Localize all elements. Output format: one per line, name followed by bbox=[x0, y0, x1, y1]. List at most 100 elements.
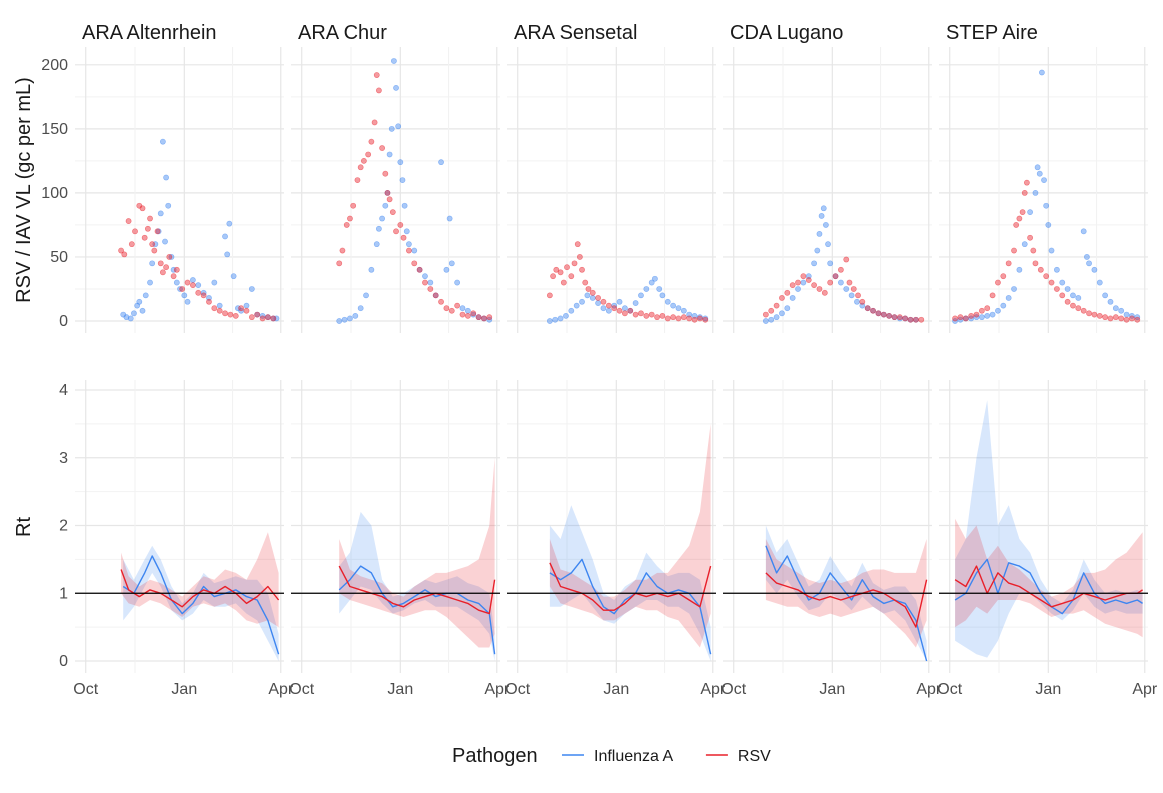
scatter-point bbox=[230, 273, 237, 280]
scatter-point bbox=[913, 316, 919, 323]
scatter-point bbox=[238, 305, 245, 312]
scatter-point bbox=[227, 311, 234, 318]
scatter-point bbox=[995, 279, 1001, 286]
scatter-point bbox=[165, 202, 172, 209]
scatter-point bbox=[1064, 298, 1071, 305]
scatter-point bbox=[675, 315, 682, 322]
scatter-point bbox=[1112, 305, 1119, 312]
scatter-point bbox=[827, 279, 834, 286]
scatter-point bbox=[405, 247, 412, 254]
scatter-point bbox=[432, 292, 439, 299]
scatter-point bbox=[403, 228, 410, 235]
scatter-point bbox=[118, 247, 124, 254]
scatter-point bbox=[611, 305, 618, 312]
scatter-point bbox=[1123, 316, 1130, 323]
x-tick-label: Apr bbox=[916, 681, 942, 698]
scatter-point bbox=[1091, 266, 1098, 273]
scatter-point bbox=[1030, 247, 1037, 254]
scatter-point bbox=[142, 292, 149, 299]
rt-ribbon-rsv bbox=[549, 423, 711, 648]
top-grid bbox=[507, 47, 716, 333]
legend: Pathogen Influenza A RSV bbox=[452, 745, 771, 767]
scatter-point bbox=[680, 314, 687, 321]
scatter-point bbox=[427, 279, 434, 286]
scatter-point bbox=[270, 315, 277, 322]
scatter-point bbox=[984, 312, 991, 319]
scatter-point bbox=[805, 277, 812, 283]
scatter-point bbox=[401, 202, 408, 209]
rt-line-rsv bbox=[338, 565, 496, 615]
scatter-point bbox=[443, 266, 450, 273]
scatter-point bbox=[177, 286, 183, 292]
scatter-point bbox=[397, 222, 404, 228]
scatter-point bbox=[1075, 295, 1082, 301]
scatter-point bbox=[582, 279, 589, 286]
x-tick-label: Apr bbox=[700, 681, 726, 698]
scatter-point bbox=[1107, 298, 1114, 305]
scatter-point bbox=[989, 292, 996, 299]
scatter-point bbox=[616, 298, 623, 305]
scatter-point bbox=[574, 241, 581, 248]
scatter-point bbox=[151, 247, 158, 254]
scatter-point bbox=[157, 210, 164, 217]
facet-title: STEP Aire bbox=[946, 22, 1038, 44]
scatter-point bbox=[973, 311, 980, 318]
scatter-point bbox=[1096, 312, 1103, 319]
scatter-point bbox=[1134, 316, 1141, 323]
scatter-point bbox=[170, 273, 177, 280]
scatter-point bbox=[827, 260, 834, 267]
scatter-point bbox=[557, 315, 564, 322]
scatter-point bbox=[454, 302, 461, 309]
rt-ribbon-influenza-a bbox=[339, 511, 495, 661]
scatter-point bbox=[400, 234, 407, 241]
scatter-point bbox=[464, 307, 471, 314]
scatter-series-influenza-a bbox=[762, 205, 919, 324]
scatter-series-influenza-a bbox=[336, 58, 493, 324]
facet-cda-lugano: CDA Lugano Oct Jan Apr bbox=[721, 22, 942, 698]
scatter-point bbox=[147, 215, 153, 222]
x-tick-label: Jan bbox=[819, 681, 845, 698]
scatter-point bbox=[454, 279, 461, 286]
scatter-point bbox=[162, 238, 168, 245]
x-tick-label: Apr bbox=[1132, 681, 1158, 698]
y-tick-label: 100 bbox=[41, 185, 68, 202]
scatter-point bbox=[627, 307, 634, 314]
scatter-point bbox=[1038, 69, 1045, 76]
scatter-point bbox=[652, 275, 658, 282]
scatter-point bbox=[265, 314, 271, 321]
rt-ribbon-rsv bbox=[955, 518, 1143, 638]
scatter-point bbox=[1000, 273, 1007, 280]
scatter-point bbox=[818, 213, 825, 219]
y-tick-label: 4 bbox=[59, 382, 68, 399]
scatter-point bbox=[595, 300, 602, 306]
scatter-point bbox=[1021, 241, 1028, 248]
rt-line-influenza-a bbox=[122, 555, 280, 655]
scatter-point bbox=[179, 286, 186, 292]
scatter-point bbox=[1118, 307, 1125, 314]
scatter-point bbox=[811, 282, 818, 289]
scatter-point bbox=[670, 314, 677, 321]
top-grid bbox=[723, 47, 932, 333]
scatter-point bbox=[422, 273, 428, 280]
scatter-point bbox=[379, 215, 386, 222]
scatter-point bbox=[259, 315, 266, 322]
scatter-point bbox=[211, 305, 218, 312]
scatter-point bbox=[386, 151, 393, 158]
scatter-point bbox=[382, 202, 389, 209]
scatter-point bbox=[211, 279, 218, 286]
scatter-point bbox=[632, 300, 639, 306]
rt-ribbon-influenza-a bbox=[549, 505, 711, 661]
scatter-point bbox=[664, 298, 671, 305]
scatter-point bbox=[357, 164, 364, 171]
scatter-point bbox=[393, 228, 399, 235]
scatter-point bbox=[132, 228, 138, 235]
scatter-point bbox=[173, 266, 180, 273]
scatter-point bbox=[605, 302, 612, 309]
facet-title: ARA Chur bbox=[298, 22, 387, 44]
scatter-point bbox=[459, 305, 466, 312]
scatter-point bbox=[136, 298, 143, 305]
scatter-point bbox=[127, 315, 134, 322]
scatter-point bbox=[1032, 190, 1039, 196]
scatter-point bbox=[443, 305, 450, 312]
scatter-point bbox=[648, 311, 655, 318]
